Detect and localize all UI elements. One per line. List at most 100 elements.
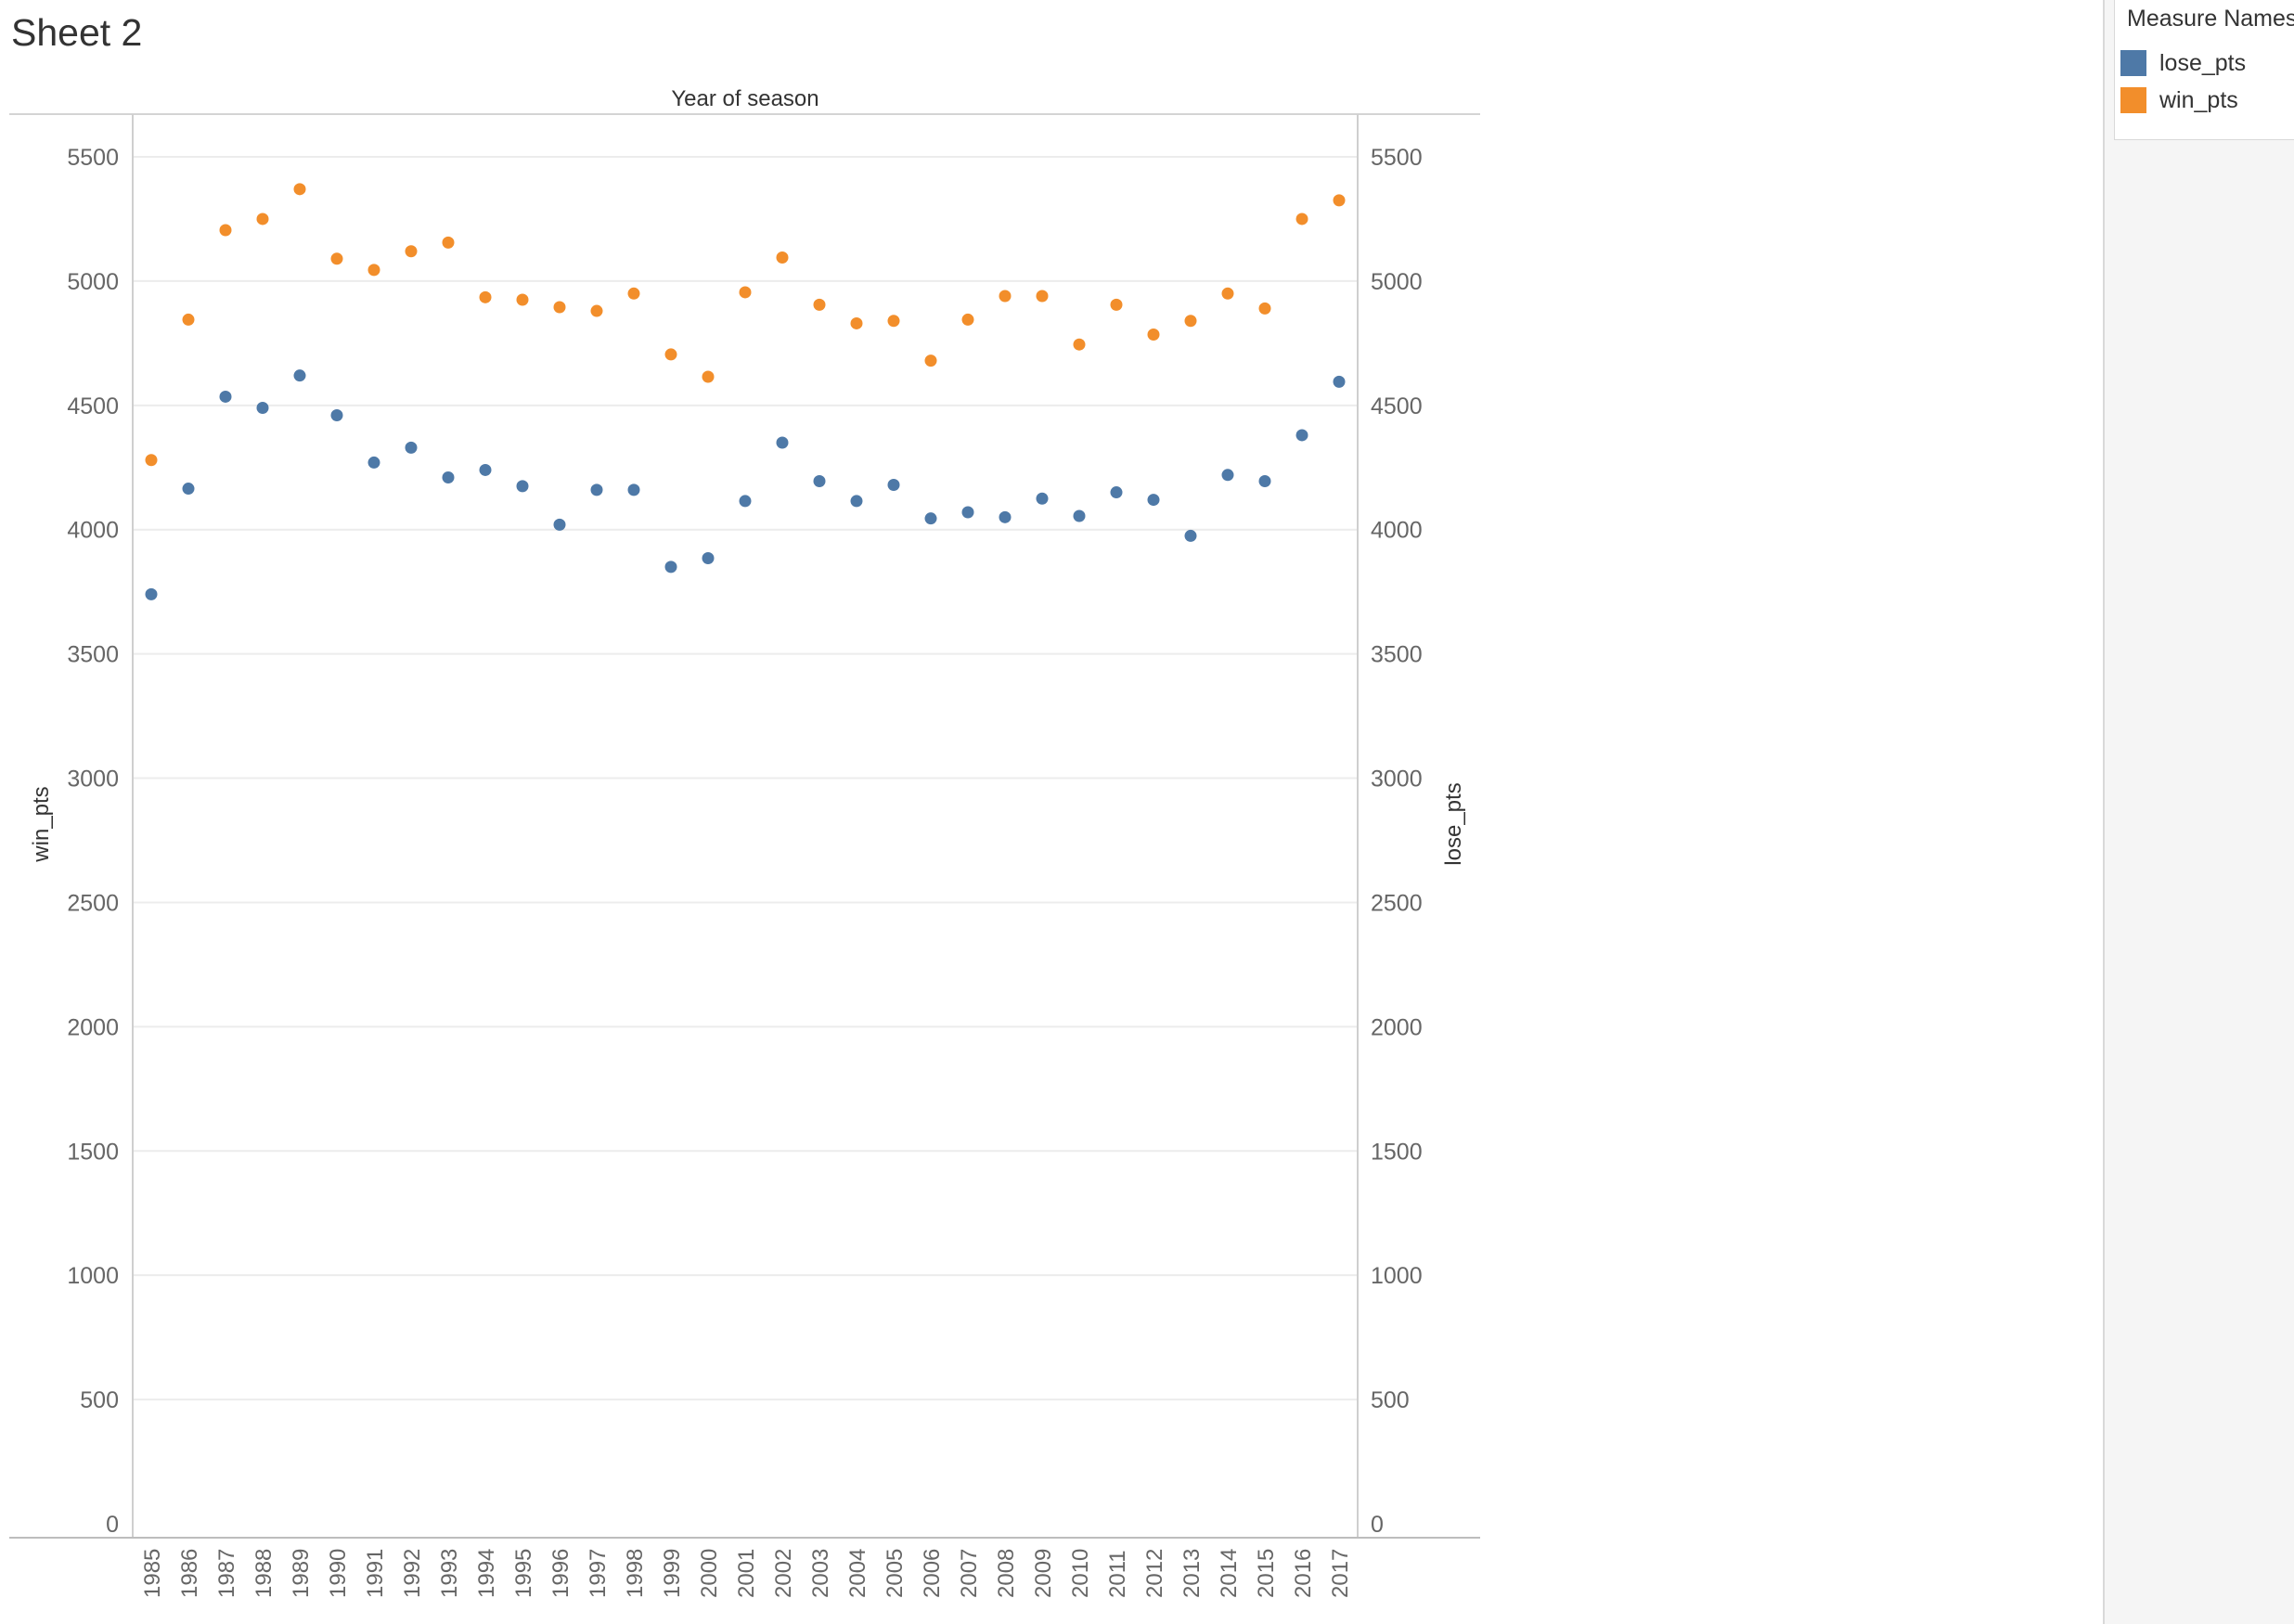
x-tick-label: 2009 — [1031, 1549, 1056, 1598]
point-win-pts — [1110, 298, 1123, 311]
x-tick-label: 2016 — [1291, 1549, 1316, 1598]
point-lose-pts — [702, 552, 715, 565]
x-tick-label: 1997 — [586, 1549, 611, 1598]
y-tick-label-left: 5000 — [67, 269, 119, 295]
point-win-pts — [850, 316, 863, 329]
y-tick-label-left: 4500 — [67, 393, 119, 419]
x-tick-label: 2015 — [1254, 1549, 1279, 1598]
point-win-pts — [405, 245, 418, 258]
point-lose-pts — [999, 510, 1012, 523]
y-tick-label-right: 3500 — [1371, 642, 1423, 668]
y-tick-label-left: 5500 — [67, 145, 119, 171]
x-tick-label: 1998 — [623, 1549, 648, 1598]
y-tick-label-left: 1000 — [67, 1263, 119, 1289]
x-tick-label: 1992 — [400, 1549, 425, 1598]
point-lose-pts — [924, 512, 937, 525]
point-win-pts — [813, 298, 826, 311]
y-tick-label-left: 500 — [80, 1387, 119, 1413]
x-tick-label: 2010 — [1068, 1549, 1093, 1598]
x-tick-label: 2002 — [771, 1549, 796, 1598]
x-axis-title: Year of season — [671, 86, 818, 111]
x-tick-label: 2001 — [734, 1549, 759, 1598]
point-lose-pts — [1221, 469, 1234, 482]
y-tick-label-right: 3000 — [1371, 767, 1423, 793]
y-tick-label-left: 1500 — [67, 1139, 119, 1165]
point-win-pts — [1258, 302, 1271, 315]
point-lose-pts — [219, 390, 232, 403]
point-lose-pts — [664, 561, 677, 574]
point-win-pts — [516, 293, 529, 306]
x-tick-label: 1999 — [660, 1549, 685, 1598]
y-tick-label-left: 4000 — [67, 518, 119, 544]
point-win-pts — [1333, 194, 1346, 207]
sheet-title: Sheet 2 — [11, 11, 143, 54]
point-win-pts — [367, 264, 380, 277]
point-lose-pts — [145, 587, 158, 600]
x-tick-label: 2003 — [808, 1549, 833, 1598]
point-lose-pts — [516, 480, 529, 493]
point-lose-pts — [627, 483, 640, 496]
legend-label-win-pts: win_pts — [2159, 86, 2238, 113]
point-win-pts — [553, 301, 566, 314]
x-tick-label: 1988 — [251, 1549, 277, 1598]
legend-label-lose-pts: lose_pts — [2159, 49, 2247, 76]
x-tick-label: 2012 — [1142, 1549, 1167, 1598]
point-win-pts — [1184, 315, 1197, 328]
x-tick-label: 1994 — [474, 1549, 499, 1598]
point-win-pts — [256, 213, 269, 226]
point-lose-pts — [553, 518, 566, 531]
legend-item-win-pts[interactable]: win_pts — [2120, 86, 2238, 114]
y-tick-label-right: 500 — [1371, 1387, 1410, 1413]
point-lose-pts — [850, 495, 863, 508]
x-tick-label: 1986 — [177, 1549, 202, 1598]
point-lose-pts — [590, 483, 603, 496]
point-lose-pts — [405, 441, 418, 454]
point-win-pts — [887, 315, 900, 328]
y-tick-label-left: 0 — [106, 1512, 119, 1538]
point-lose-pts — [1333, 375, 1346, 388]
x-tick-label: 2004 — [845, 1549, 870, 1598]
point-win-pts — [442, 236, 455, 249]
point-lose-pts — [442, 470, 455, 483]
point-lose-pts — [1110, 486, 1123, 499]
y-tick-label-right: 4000 — [1371, 518, 1423, 544]
x-tick-label: 1991 — [363, 1549, 388, 1598]
point-win-pts — [702, 370, 715, 383]
y-tick-label-left: 2000 — [67, 1014, 119, 1040]
x-tick-label: 1996 — [548, 1549, 574, 1598]
legend-swatch-lose-pts — [2120, 50, 2146, 76]
point-lose-pts — [1295, 429, 1308, 442]
legend-item-lose-pts[interactable]: lose_pts — [2120, 49, 2246, 77]
point-lose-pts — [1184, 529, 1197, 542]
point-lose-pts — [887, 479, 900, 492]
scatter-chart: Year of season 0 0 500 500 1000 1000 1500 1500 20… — [9, 86, 1480, 1598]
x-tick-label: 2007 — [957, 1549, 982, 1598]
point-lose-pts — [1147, 494, 1160, 507]
point-lose-pts — [479, 463, 492, 476]
point-win-pts — [1295, 213, 1308, 226]
point-win-pts — [330, 252, 343, 265]
point-win-pts — [479, 290, 492, 303]
legend-swatch-win-pts — [2120, 87, 2146, 113]
point-lose-pts — [1036, 492, 1049, 505]
point-lose-pts — [961, 506, 974, 519]
point-lose-pts — [1073, 509, 1086, 522]
x-tick-label: 1993 — [437, 1549, 462, 1598]
point-win-pts — [219, 224, 232, 237]
point-lose-pts — [739, 495, 752, 508]
point-lose-pts — [293, 369, 306, 382]
legend-panel: Measure Names lose_pts win_pts — [2103, 0, 2294, 1624]
point-lose-pts — [776, 436, 789, 449]
y-tick-label-left: 2500 — [67, 890, 119, 916]
point-lose-pts — [1258, 475, 1271, 488]
x-tick-label: 2008 — [994, 1549, 1019, 1598]
point-lose-pts — [813, 475, 826, 488]
point-win-pts — [627, 287, 640, 300]
point-win-pts — [739, 286, 752, 299]
point-win-pts — [1073, 338, 1086, 351]
point-win-pts — [1147, 328, 1160, 341]
point-win-pts — [145, 454, 158, 467]
y-tick-label-right: 4500 — [1371, 393, 1423, 419]
point-lose-pts — [367, 456, 380, 469]
x-tick-label: 1987 — [214, 1549, 239, 1598]
